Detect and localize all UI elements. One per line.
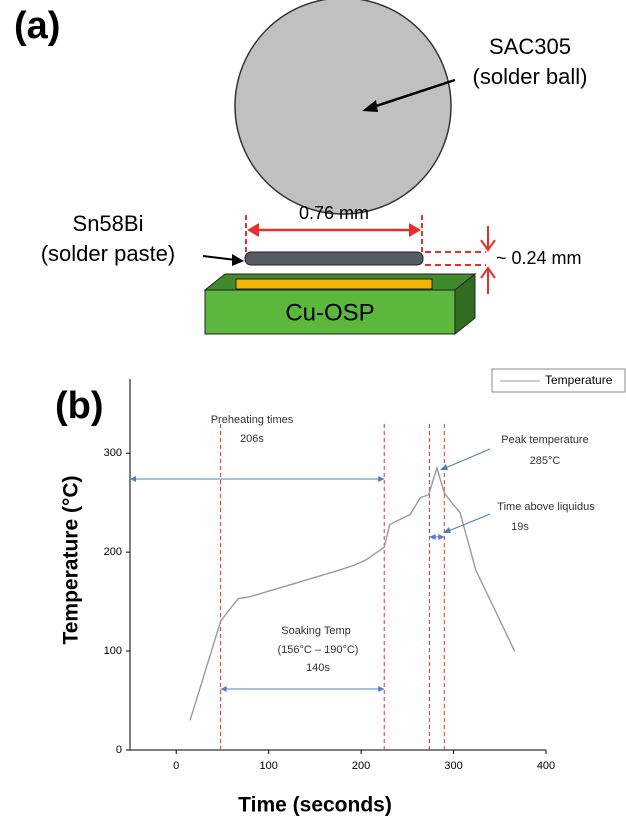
annotation: Time above liquidus bbox=[497, 501, 595, 513]
y-tick-label: 300 bbox=[104, 447, 122, 459]
substrate-label: Cu-OSP bbox=[285, 299, 374, 326]
annotation: 19s bbox=[511, 521, 529, 533]
annotation: Peak temperature bbox=[501, 434, 588, 446]
x-tick-label: 400 bbox=[537, 760, 555, 772]
diagram: (a) SAC305 (solder ball) Sn58Bi (solder … bbox=[14, 0, 587, 334]
paste-label: Sn58Bi bbox=[73, 211, 144, 236]
legend-label: Temperature bbox=[545, 373, 613, 387]
y-tick-label: 0 bbox=[116, 744, 122, 756]
arrowhead bbox=[221, 686, 227, 692]
y-tick-label: 200 bbox=[104, 546, 122, 558]
width-label: 0.76 mm bbox=[299, 203, 369, 223]
annotation-arrow bbox=[446, 514, 490, 532]
solder-paste bbox=[245, 252, 423, 265]
x-tick-label: 300 bbox=[444, 760, 462, 772]
line-series bbox=[190, 468, 514, 720]
annotation: (156°C – 190°C) bbox=[278, 644, 359, 656]
height-label: ~ 0.24 mm bbox=[496, 248, 582, 268]
osp-pad bbox=[236, 279, 432, 289]
panel-label: (b) bbox=[55, 385, 104, 427]
x-tick-label: 200 bbox=[352, 760, 370, 772]
figure: (a) SAC305 (solder ball) Sn58Bi (solder … bbox=[0, 0, 626, 825]
arrowhead bbox=[378, 686, 384, 692]
annotation: 140s bbox=[306, 662, 330, 674]
arrowhead bbox=[378, 476, 384, 482]
annotation-arrow bbox=[443, 449, 490, 469]
pointer bbox=[203, 256, 236, 260]
solder-ball bbox=[235, 0, 451, 214]
arrowhead bbox=[232, 254, 244, 266]
annotation: Preheating times bbox=[211, 414, 294, 426]
arrowhead bbox=[130, 476, 136, 482]
annotation: 285°C bbox=[530, 455, 561, 467]
arrowhead bbox=[409, 223, 421, 237]
arrowhead bbox=[438, 534, 444, 540]
panel-label: (a) bbox=[14, 5, 60, 47]
annotation: Soaking Temp bbox=[281, 625, 351, 637]
chart: (b) Time (seconds) Temperature (°C) 0 100… bbox=[55, 369, 625, 817]
arrowhead bbox=[430, 534, 436, 540]
arrowhead bbox=[247, 223, 259, 237]
y-axis-label: Temperature (°C) bbox=[60, 475, 83, 644]
x-tick-label: 0 bbox=[173, 760, 179, 772]
ball-label: SAC305 bbox=[489, 34, 571, 59]
x-axis-label: Time (seconds) bbox=[238, 794, 392, 817]
ball-label: (solder ball) bbox=[473, 64, 588, 89]
x-tick-label: 100 bbox=[259, 760, 277, 772]
annotation: 206s bbox=[240, 433, 264, 445]
arrowhead bbox=[440, 464, 448, 470]
paste-label: (solder paste) bbox=[41, 241, 176, 266]
y-tick-label: 100 bbox=[104, 645, 122, 657]
